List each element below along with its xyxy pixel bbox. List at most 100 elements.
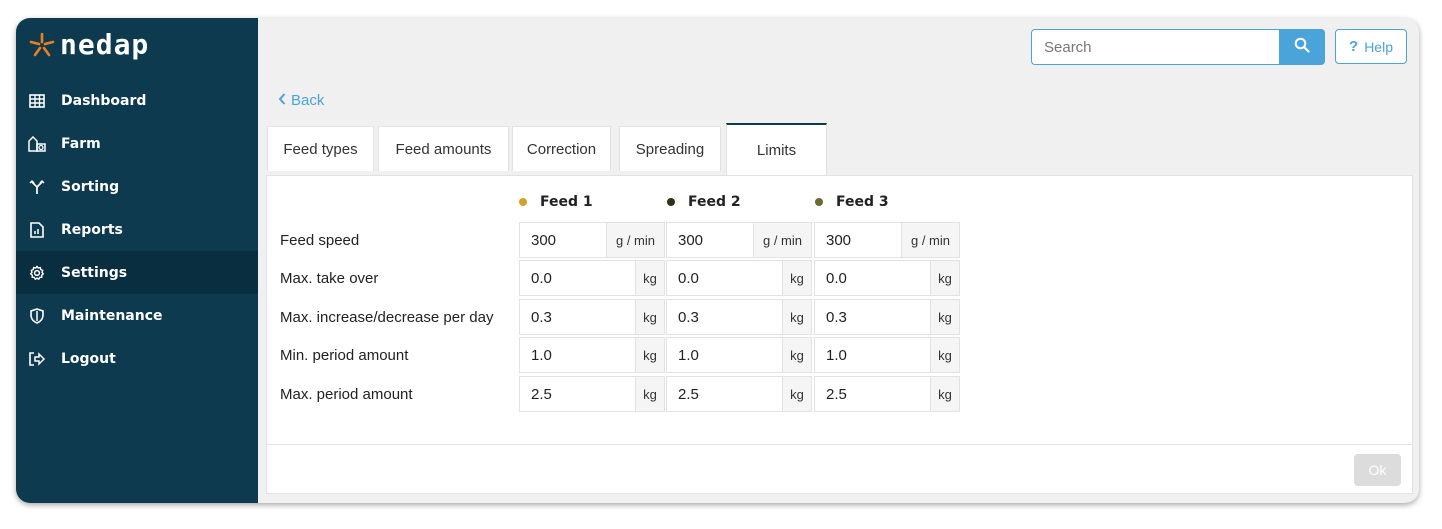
field-value[interactable]: 300: [826, 231, 852, 249]
tab-feed-amounts[interactable]: Feed amounts: [378, 126, 509, 171]
feed-color-dot: [667, 198, 675, 206]
tab-spreading[interactable]: Spreading: [619, 126, 721, 171]
sidebar-item-maintenance[interactable]: Maintenance: [16, 294, 258, 337]
field-value[interactable]: 2.5: [678, 385, 699, 403]
sidebar-item-logout[interactable]: Logout: [16, 337, 258, 380]
field-unit: kg: [930, 261, 959, 295]
field-unit: kg: [635, 377, 664, 411]
field-unit: kg: [782, 261, 811, 295]
tab-feed-types[interactable]: Feed types: [267, 126, 374, 171]
min-period-field-1[interactable]: 1.0 kg: [519, 337, 665, 373]
limits-panel: Feed 1 Feed 2 Feed 3 Feed speed 300 g / …: [266, 175, 1413, 494]
tab-label: Feed amounts: [395, 140, 492, 158]
nedap-star-icon: [28, 31, 56, 59]
sidebar-item-settings[interactable]: Settings: [16, 251, 258, 294]
search-input[interactable]: Search: [1031, 29, 1279, 65]
row-label-max-increase-decrease: Max. increase/decrease per day: [280, 309, 494, 326]
max-period-field-1[interactable]: 2.5 kg: [519, 376, 665, 412]
sidebar-item-farm[interactable]: Farm: [16, 122, 258, 165]
back-label: Back: [291, 92, 325, 109]
field-unit: kg: [930, 300, 959, 334]
sidebar-item-label: Maintenance: [61, 307, 163, 324]
max-increase-field-2[interactable]: 0.3 kg: [666, 299, 812, 335]
chevron-left-icon: [278, 92, 291, 109]
field-value[interactable]: 300: [678, 231, 704, 249]
search-placeholder: Search: [1044, 38, 1092, 56]
sidebar-item-sorting[interactable]: Sorting: [16, 165, 258, 208]
logout-icon: [28, 350, 46, 368]
shield-icon: [28, 307, 46, 325]
min-period-field-3[interactable]: 1.0 kg: [814, 337, 960, 373]
help-label: Help: [1364, 38, 1393, 55]
grid-icon: [28, 92, 46, 110]
sidebar-item-dashboard[interactable]: Dashboard: [16, 79, 258, 122]
brand-name: nedap: [60, 28, 150, 61]
field-value[interactable]: 1.0: [678, 346, 699, 364]
feed-name: Feed 1: [540, 194, 593, 210]
feed-speed-field-2[interactable]: 300 g / min: [666, 222, 812, 258]
sorting-icon: [28, 178, 46, 196]
row-label-max-period-amount: Max. period amount: [280, 386, 413, 403]
max-take-over-field-2[interactable]: 0.0 kg: [666, 260, 812, 296]
field-value[interactable]: 0.0: [826, 269, 847, 287]
max-period-field-2[interactable]: 2.5 kg: [666, 376, 812, 412]
feed-header-1: Feed 1: [519, 194, 593, 210]
min-period-field-2[interactable]: 1.0 kg: [666, 337, 812, 373]
sidebar-item-label: Sorting: [61, 178, 120, 195]
tab-label: Spreading: [635, 140, 705, 158]
sidebar-item-label: Dashboard: [61, 92, 147, 109]
row-label-max-take-over: Max. take over: [280, 270, 379, 287]
tab-correction[interactable]: Correction: [512, 126, 611, 171]
sidebar-item-label: Settings: [61, 264, 128, 281]
farm-icon: [28, 135, 46, 153]
brand-logo[interactable]: nedap: [28, 28, 149, 62]
feed-color-dot: [519, 198, 527, 206]
field-unit: g / min: [753, 223, 811, 257]
tab-label: Limits: [756, 141, 797, 159]
feed-header-3: Feed 3: [815, 194, 889, 210]
sidebar-item-reports[interactable]: Reports: [16, 208, 258, 251]
field-unit: g / min: [606, 223, 664, 257]
sidebar-nav: Dashboard Farm Sorting Reports: [16, 79, 258, 380]
help-button[interactable]: ? Help: [1335, 29, 1407, 64]
search-bar: Search: [1031, 29, 1325, 65]
field-value[interactable]: 0.3: [826, 308, 847, 326]
tab-label: Correction: [526, 140, 597, 158]
back-link[interactable]: Back: [278, 92, 324, 109]
max-increase-field-1[interactable]: 0.3 kg: [519, 299, 665, 335]
field-value[interactable]: 300: [531, 231, 557, 249]
ok-button[interactable]: Ok: [1354, 454, 1401, 486]
tab-limits[interactable]: Limits: [726, 123, 827, 175]
field-value[interactable]: 0.3: [678, 308, 699, 326]
app-window: nedap Dashboard Farm Sorting: [16, 18, 1419, 503]
field-value[interactable]: 1.0: [826, 346, 847, 364]
field-value[interactable]: 0.0: [531, 269, 552, 287]
feed-speed-field-3[interactable]: 300 g / min: [814, 222, 960, 258]
row-label-min-period-amount: Min. period amount: [280, 347, 409, 364]
field-value[interactable]: 0.3: [531, 308, 552, 326]
panel-footer: Ok: [267, 444, 1412, 494]
field-unit: kg: [782, 338, 811, 372]
search-button[interactable]: [1279, 29, 1325, 65]
row-label-feed-speed: Feed speed: [280, 232, 360, 249]
max-take-over-field-1[interactable]: 0.0 kg: [519, 260, 665, 296]
field-value[interactable]: 1.0: [531, 346, 552, 364]
feed-header-2: Feed 2: [667, 194, 741, 210]
field-unit: kg: [635, 338, 664, 372]
feed-color-dot: [815, 198, 823, 206]
tab-label: Feed types: [283, 140, 358, 158]
field-value[interactable]: 0.0: [678, 269, 699, 287]
sidebar: nedap Dashboard Farm Sorting: [16, 18, 258, 503]
field-unit: kg: [635, 261, 664, 295]
max-take-over-field-3[interactable]: 0.0 kg: [814, 260, 960, 296]
feed-speed-field-1[interactable]: 300 g / min: [519, 222, 665, 258]
max-period-field-3[interactable]: 2.5 kg: [814, 376, 960, 412]
search-icon: [1294, 37, 1310, 57]
field-unit: kg: [782, 377, 811, 411]
field-value[interactable]: 2.5: [531, 385, 552, 403]
sidebar-item-label: Farm: [61, 135, 101, 152]
field-value[interactable]: 2.5: [826, 385, 847, 403]
field-unit: kg: [782, 300, 811, 334]
field-unit: g / min: [901, 223, 959, 257]
max-increase-field-3[interactable]: 0.3 kg: [814, 299, 960, 335]
